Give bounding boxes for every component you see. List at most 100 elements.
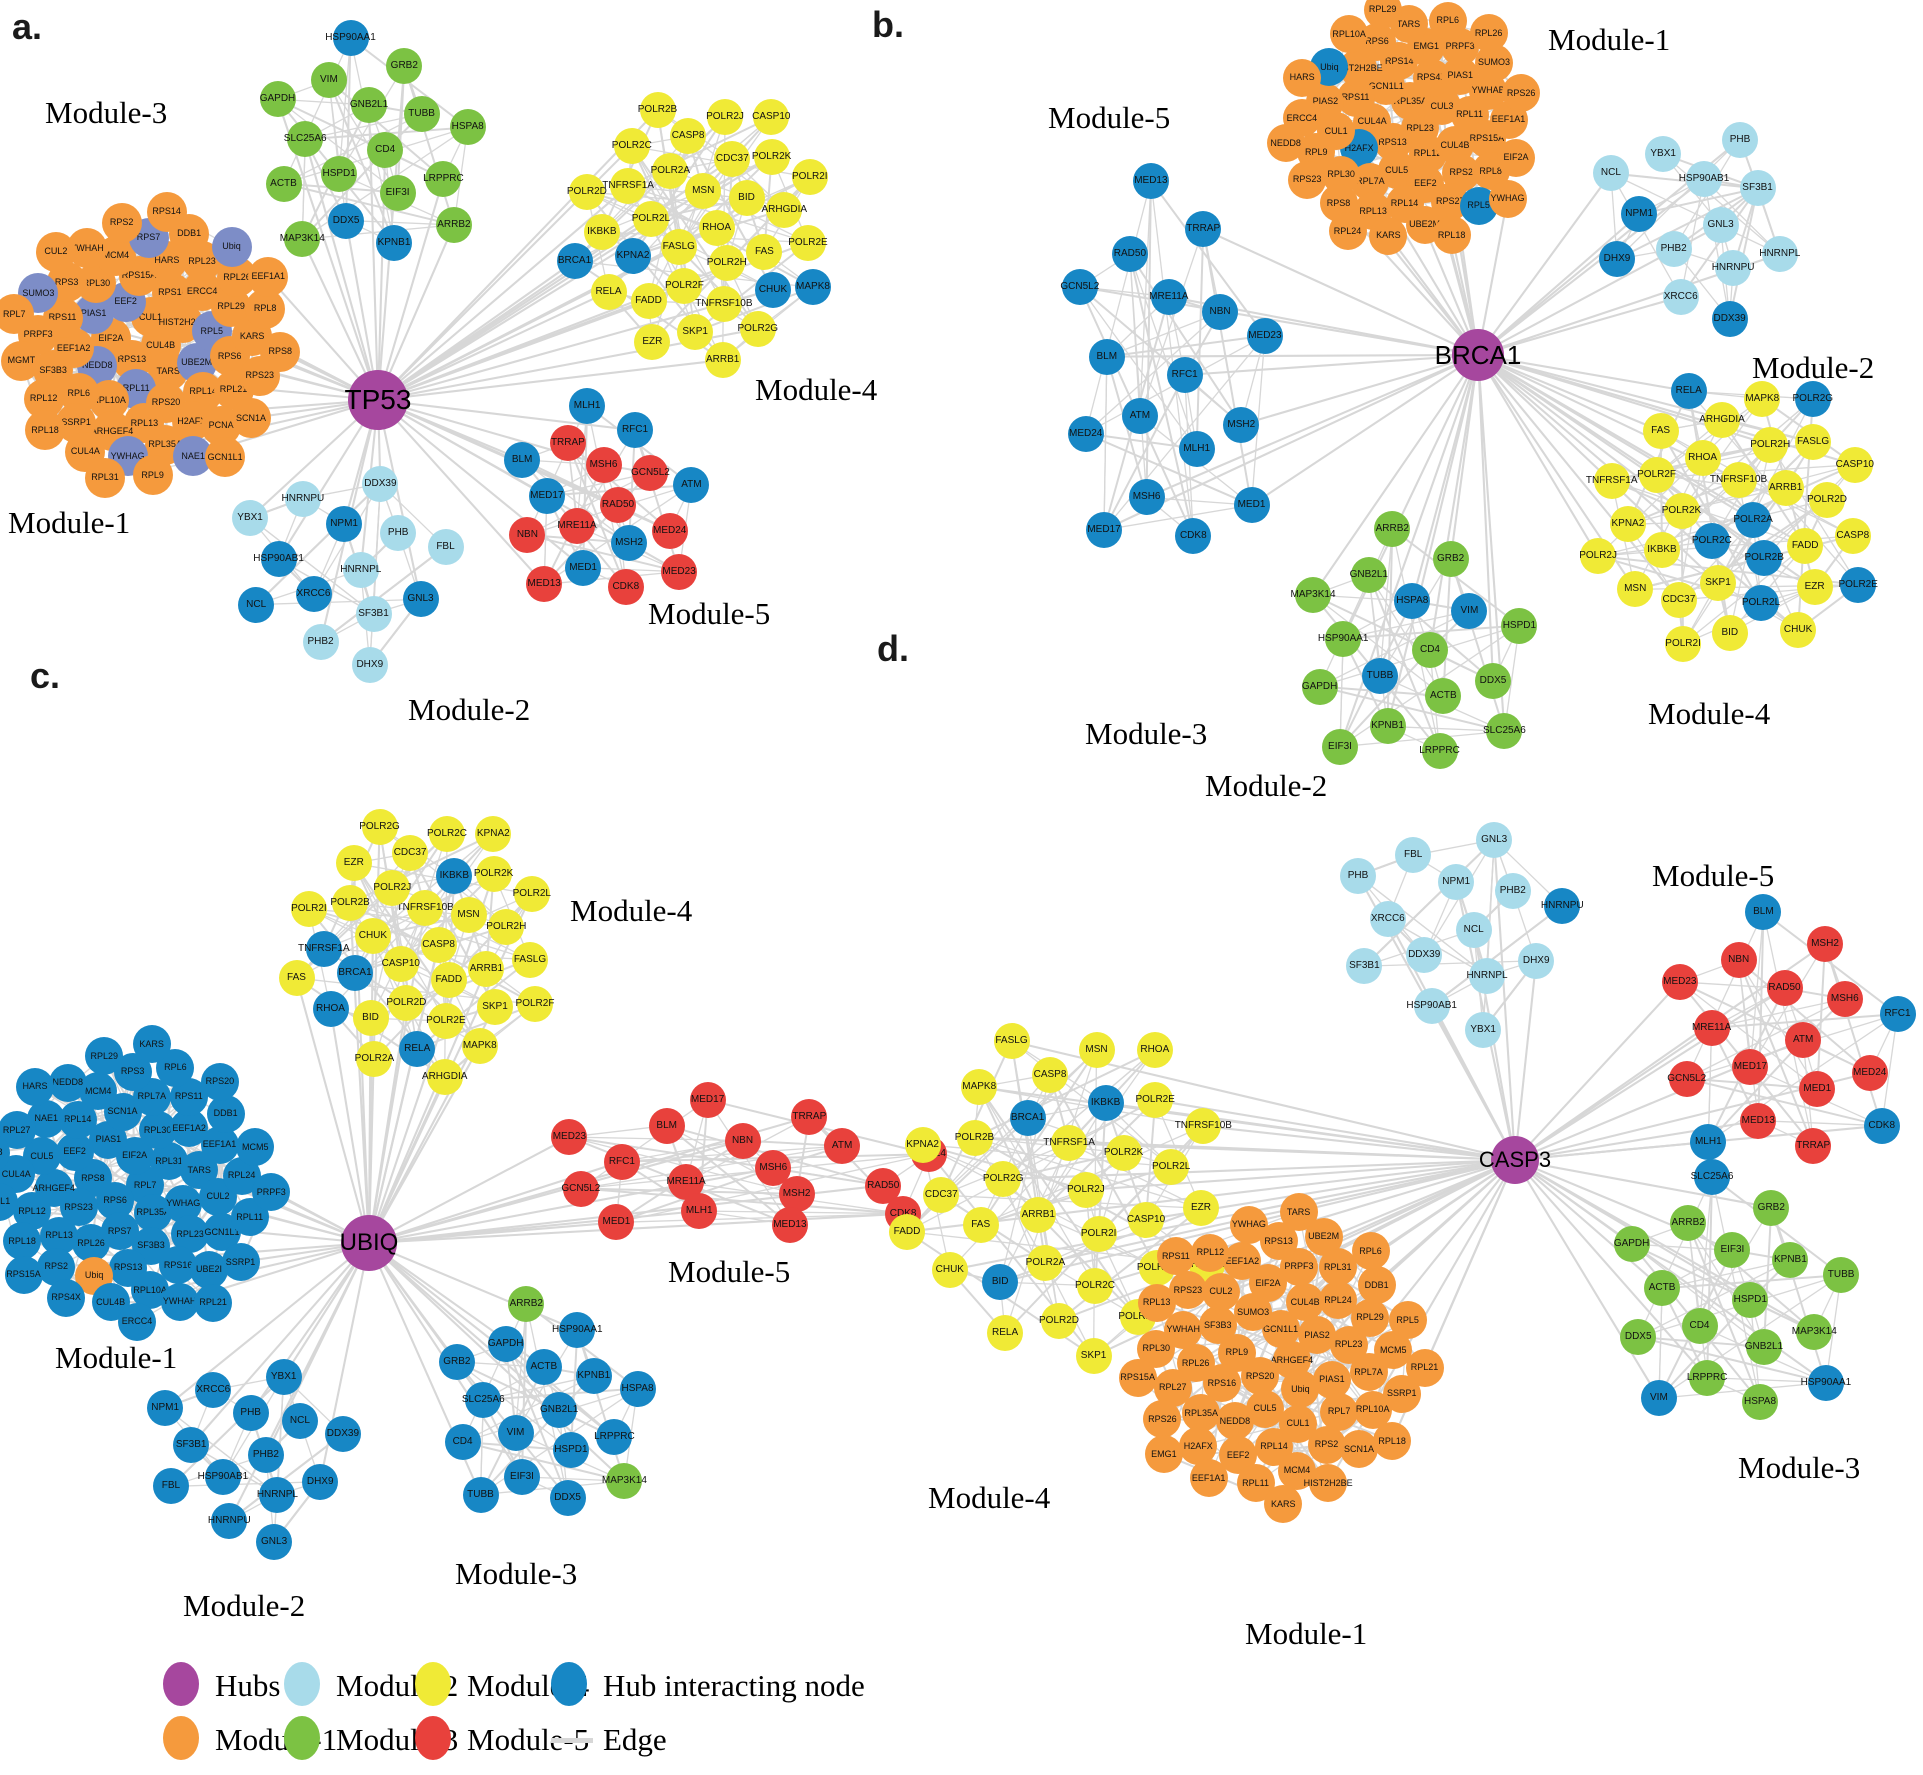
node-polr2a: POLR2A <box>1733 502 1773 538</box>
node-polr2l: POLR2L <box>1742 584 1780 621</box>
node-sf3b1: SF3B1 <box>1739 170 1776 207</box>
node-tnfrsf10b: TNFRSF10B <box>397 890 454 926</box>
node-rela: RELA <box>399 1030 436 1067</box>
edge <box>1129 253 1198 450</box>
node-ssrp1: SSRP1 <box>221 1243 260 1281</box>
edge <box>1477 353 1856 466</box>
node-hspa8: HSPA8 <box>1742 1384 1778 1420</box>
node-polr2a: POLR2A <box>1026 1244 1065 1281</box>
edge <box>1631 1243 1765 1348</box>
node-fas: FAS <box>1642 412 1679 449</box>
edge <box>1737 960 1815 1147</box>
node-tubb: TUBB <box>1823 1257 1860 1294</box>
edge <box>1477 353 1814 444</box>
node-hnrnpu: HNRNPU <box>208 1502 251 1539</box>
node-grb2: GRB2 <box>1753 1189 1790 1226</box>
node-polr2h: POLR2H <box>707 244 747 281</box>
node-cdk8: CDK8 <box>1175 517 1212 554</box>
hub-node-brca1: BRCA1 <box>1435 329 1521 381</box>
node-rpl18: RPL18 <box>1373 1422 1412 1461</box>
node-hnrnpl: HNRNPL <box>257 1476 298 1513</box>
node-tnfrsf10b: TNFRSF10B <box>695 286 753 322</box>
node-rps2: RPS2 <box>1307 1425 1346 1464</box>
edge <box>1319 685 1505 733</box>
node-polr2f: POLR2F <box>665 267 704 304</box>
edge <box>1686 998 1846 1080</box>
edge <box>1762 911 1899 1015</box>
legend-label-hub-interacting-node: Hub interacting node <box>603 1668 865 1703</box>
node-brca1: BRCA1 <box>556 243 593 280</box>
node-fadd: FADD <box>430 961 467 998</box>
node-rps14: RPS14 <box>146 191 187 232</box>
edge <box>1637 1176 1713 1338</box>
ubiq-module-5-label: Module-5 <box>668 1254 791 1289</box>
edge <box>1477 178 1705 356</box>
node-rfc1: RFC1 <box>617 412 653 449</box>
edge <box>1477 353 1689 393</box>
edge <box>1477 213 1640 356</box>
node-polr2c: POLR2C <box>612 128 652 165</box>
edge <box>1449 354 1480 560</box>
node-dhx9: DHX9 <box>302 1463 339 1500</box>
edge <box>1145 1100 1157 1220</box>
edge <box>377 250 765 401</box>
edge <box>1616 187 1759 261</box>
edge <box>1658 1381 1826 1399</box>
node-dhx9: DHX9 <box>351 647 388 684</box>
node-gapdh: GAPDH <box>487 1326 524 1362</box>
panel-letter-a: a. <box>12 6 43 47</box>
edge <box>666 1124 791 1226</box>
edge <box>377 109 659 401</box>
node-cdc37: CDC37 <box>392 835 429 872</box>
node-cul2: CUL2 <box>199 1177 237 1216</box>
node-polr2e: POLR2E <box>426 1003 466 1039</box>
node-hsp90aa1: HSP90AA1 <box>325 20 376 57</box>
edge <box>567 442 671 532</box>
node-ube2m: UBE2M <box>1304 1217 1343 1256</box>
node-hspa8: HSPA8 <box>1394 583 1431 620</box>
node-arhgdia: ARHGDIA <box>1699 401 1745 438</box>
node-eef1a1: EEF1A1 <box>248 256 289 297</box>
node-gcn5l2: GCN5L2 <box>1667 1060 1706 1097</box>
edge <box>368 968 488 1244</box>
edge <box>1711 1176 1842 1276</box>
node-hspa8: HSPA8 <box>619 1370 656 1407</box>
node-msn: MSN <box>450 897 487 934</box>
node-polr2k: POLR2K <box>1104 1134 1143 1171</box>
edge <box>1202 228 1479 356</box>
node-grb2: GRB2 <box>438 1343 475 1380</box>
node-polr2e: POLR2E <box>1838 566 1878 603</box>
edge <box>569 1330 579 1451</box>
node-tnfrsf1a: TNFRSF1A <box>298 931 350 968</box>
legend-edge-sample <box>551 1738 593 1743</box>
node-polr2a: POLR2A <box>355 1040 394 1077</box>
node-polr2e: POLR2E <box>1135 1082 1175 1119</box>
edge <box>1155 1099 1516 1162</box>
node-rfc1: RFC1 <box>603 1143 640 1180</box>
node-fbl: FBL <box>1395 837 1432 874</box>
node-polr2j: POLR2J <box>373 869 411 906</box>
edge <box>249 517 374 615</box>
node-med24: MED24 <box>1067 415 1104 452</box>
node-phb2: PHB2 <box>247 1437 284 1473</box>
node-rpl6: RPL6 <box>1351 1232 1390 1271</box>
node-rpl18: RPL18 <box>1432 216 1471 255</box>
node-actb: ACTB <box>525 1349 562 1386</box>
node-skp1: SKP1 <box>1075 1338 1112 1375</box>
node-eif3i: EIF3I <box>1322 728 1358 765</box>
edge <box>521 459 630 544</box>
node-msn: MSN <box>1617 571 1654 608</box>
edge <box>320 546 446 643</box>
edge <box>1610 172 1758 190</box>
edge <box>1106 334 1266 358</box>
edge <box>678 116 772 248</box>
node-gnb2l1: GNB2L1 <box>1350 556 1388 593</box>
node-trrap: TRRAP <box>1185 211 1222 248</box>
edge <box>190 1242 370 1446</box>
node-hspd1: HSPD1 <box>321 155 358 192</box>
node-polr2h: POLR2H <box>486 908 526 945</box>
node-cdc37: CDC37 <box>1660 581 1697 618</box>
tp53-module-4-label: Module-4 <box>755 372 878 407</box>
node-casp10: CASP10 <box>752 99 790 136</box>
edge <box>1679 981 1871 1074</box>
